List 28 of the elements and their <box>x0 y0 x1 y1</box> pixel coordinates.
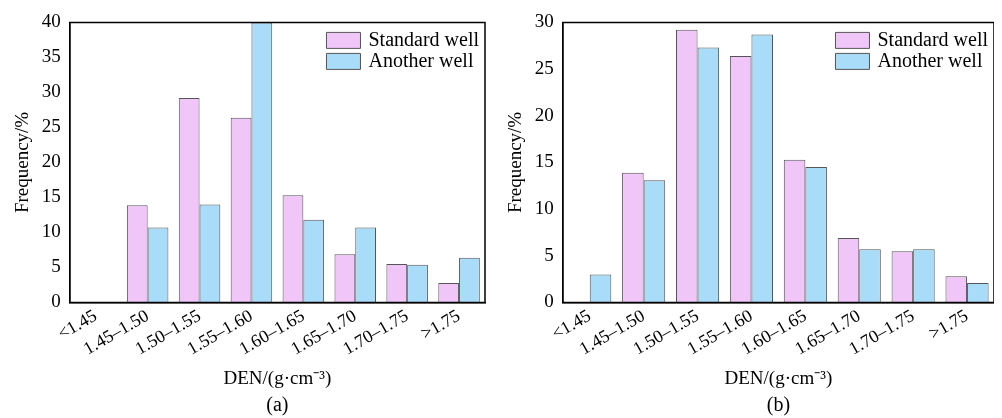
y-tick-label: 35 <box>41 45 61 67</box>
text: (a) <box>266 393 289 417</box>
y-tick-label: 20 <box>41 150 61 172</box>
y-tick-label: 15 <box>41 185 61 207</box>
y-tick-label: 25 <box>534 57 554 79</box>
y-tick-label: 20 <box>534 103 554 125</box>
y-tick-label: 15 <box>534 150 554 172</box>
legend-label: Standard well <box>368 27 480 50</box>
y-tick-label: 40 <box>41 10 61 32</box>
x-tick-label: >1.75 <box>417 305 464 344</box>
text: (b) <box>766 393 791 417</box>
x-axis-title: DEN/(g·cm⁻³) <box>223 366 332 389</box>
y-tick-label: 30 <box>41 80 61 102</box>
y-axis-title: Frequency/% <box>11 111 33 214</box>
x-axis-title: DEN/(g·cm⁻³) <box>724 366 833 389</box>
y-tick-label: 0 <box>544 290 554 312</box>
legend-label: Standard well <box>877 27 989 50</box>
y-tick-label: 10 <box>41 220 61 242</box>
legend-label: Another well <box>368 48 474 71</box>
y-tick-label: 10 <box>534 197 554 219</box>
x-tick-label: >1.75 <box>925 305 972 344</box>
y-tick-label: 0 <box>51 290 61 312</box>
y-tick-label: 5 <box>51 255 61 277</box>
legend-label: Another well <box>877 48 983 71</box>
y-axis-title: Frequency/% <box>504 111 526 214</box>
y-tick-label: 25 <box>41 115 61 137</box>
y-tick-label: 5 <box>544 243 554 265</box>
y-tick-label: 30 <box>534 10 554 32</box>
